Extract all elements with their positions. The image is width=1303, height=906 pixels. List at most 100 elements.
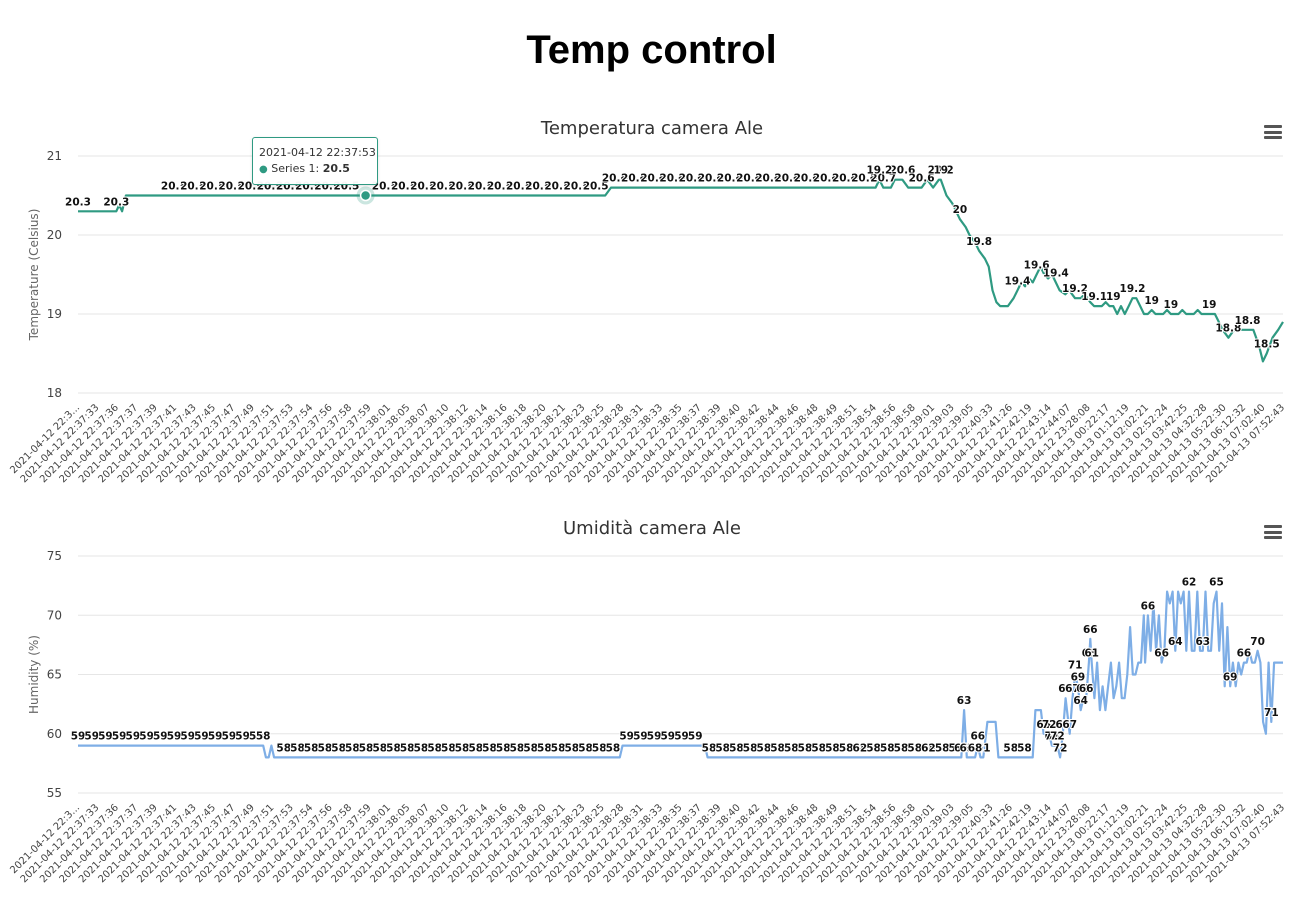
temperature-data-label: 19.8 xyxy=(966,236,992,248)
humidity-data-label: 58 xyxy=(798,742,813,754)
humidity-data-label: 59 xyxy=(222,731,237,743)
temperature-data-label: 19 xyxy=(1164,299,1179,311)
humidity-data-label: 72 xyxy=(1053,742,1068,754)
humidity-data-label: 59 xyxy=(180,731,195,743)
chart-tooltip: 2021-04-12 22:37:53 ● Series 1: 20.5 xyxy=(252,137,378,185)
temperature-data-label: 20.6 xyxy=(640,173,666,185)
humidity-data-label: 58 xyxy=(427,742,442,754)
humidity-data-label: 58 xyxy=(853,742,868,754)
humidity-data-label: 58 xyxy=(811,742,826,754)
humidity-data-label: 58 xyxy=(1017,742,1032,754)
humidity-data-label: 59 xyxy=(139,731,154,743)
humidity-data-label: 58 xyxy=(496,742,511,754)
humidity-data-label: 58 xyxy=(935,742,950,754)
temperature-data-label: 20.6 xyxy=(717,173,743,185)
temperature-data-label: 19 xyxy=(1144,295,1159,307)
humidity-data-label: 59 xyxy=(194,731,209,743)
temperature-data-label: 20.6 xyxy=(774,173,800,185)
humidity-data-label: 58 xyxy=(359,742,374,754)
temperature-data-label: 20.5 xyxy=(544,181,570,193)
humidity-data-label: 58 xyxy=(276,742,291,754)
humidity-series-line xyxy=(78,590,1283,759)
humidity-data-label: 58 xyxy=(523,742,538,754)
humidity-data-label: 58 xyxy=(880,742,895,754)
humidity-data-label: 58 xyxy=(743,742,758,754)
humidity-data-label: 65 xyxy=(954,742,969,754)
humidity-data-label: 66 xyxy=(1141,600,1156,612)
humidity-y-tick-label: 60 xyxy=(47,727,62,741)
temperature-data-label: 20.5 xyxy=(391,181,417,193)
temperature-data-label: 20.6 xyxy=(621,173,647,185)
temperature-y-tick-label: 20 xyxy=(47,228,62,242)
humidity-data-label: 59 xyxy=(235,731,250,743)
humidity-data-label: 67 xyxy=(1058,683,1073,695)
humidity-title: Umidità camera Ale xyxy=(563,518,741,539)
humidity-data-label: 59 xyxy=(633,731,648,743)
humidity-data-label: 63 xyxy=(957,695,972,707)
humidity-data-label: 66 xyxy=(1082,648,1097,660)
humidity-data-label: 59 xyxy=(674,731,689,743)
humidity-data-label: 58 xyxy=(1003,742,1018,754)
humidity-data-label: 58 xyxy=(866,742,881,754)
temperature-chart-svg: Temperatura camera Ale 18 19 20 21 Temperatur… xyxy=(8,118,1287,485)
temperature-data-label: 19.6 xyxy=(1024,260,1050,272)
temperature-data-label: 20.6 xyxy=(794,173,820,185)
temperature-data-label: 20.3 xyxy=(65,196,91,208)
humidity-data-label: 66 xyxy=(1076,683,1091,695)
temperature-y-tick-label: 18 xyxy=(47,386,62,400)
tooltip-header: 2021-04-12 22:37:53 xyxy=(259,146,376,159)
humidity-y-tick-label: 65 xyxy=(47,668,62,682)
humidity-data-label: 58 xyxy=(331,742,346,754)
temperature-data-label: 20.6 xyxy=(698,173,724,185)
humidity-data-label: 66 xyxy=(1154,648,1169,660)
humidity-data-label: 58 xyxy=(880,742,895,754)
temperature-data-label: 20.5 xyxy=(564,181,590,193)
humidity-data-label: 59 xyxy=(1058,683,1073,695)
humidity-data-label: 58 xyxy=(510,742,525,754)
temperature-data-label: 20.5 xyxy=(410,181,436,193)
humidity-data-label: 59 xyxy=(98,731,113,743)
temperature-data-label: 20.2 xyxy=(928,165,954,177)
temperature-data-label: 20.6 xyxy=(813,173,839,185)
temperature-data-label: 20.5 xyxy=(161,181,187,193)
humidity-data-label: 62 xyxy=(853,742,868,754)
humidity-data-label: 58 xyxy=(564,742,579,754)
temperature-data-label: 20.5 xyxy=(468,181,494,193)
humidity-data-label: 58 xyxy=(839,742,854,754)
temperature-data-label: 19 xyxy=(1202,299,1217,311)
temperature-data-label: 20.5 xyxy=(583,181,609,193)
humidity-data-label: 66 xyxy=(1036,719,1051,731)
humidity-data-label: 58 xyxy=(414,742,429,754)
temperature-data-label: 20.5 xyxy=(448,181,474,193)
temperature-data-label: 20.6 xyxy=(832,173,858,185)
temperature-data-label: 20.6 xyxy=(659,173,685,185)
humidity-data-label: 59 xyxy=(126,731,141,743)
humidity-data-label: 72 xyxy=(1045,731,1060,743)
humidity-data-label: 58 xyxy=(907,742,922,754)
tooltip-series-dot-icon: ● xyxy=(259,164,268,175)
humidity-data-label: 66 xyxy=(1079,683,1094,695)
humidity-y-tick-label: 75 xyxy=(47,549,62,563)
humidity-data-label: 58 xyxy=(578,742,593,754)
humidity-data-label: 60 xyxy=(1045,731,1060,743)
temperature-data-label: 20.5 xyxy=(506,181,532,193)
humidity-data-label: 58 xyxy=(757,742,772,754)
temperature-data-label: 20.6 xyxy=(909,173,935,185)
humidity-data-label: 63 xyxy=(1195,636,1210,648)
humidity-chart-menu-icon[interactable] xyxy=(1264,525,1282,539)
humidity-chart-svg: Umidità camera Ale 55 60 65 70 75 Humidity (%)… xyxy=(8,518,1287,885)
humidity-chart: Umidità camera Ale 55 60 65 70 75 Humidity (%)… xyxy=(0,508,1303,903)
temperature-data-label: 20.5 xyxy=(199,181,225,193)
humidity-data-label: 71 xyxy=(1264,707,1279,719)
humidity-data-label: 58 xyxy=(702,742,717,754)
temperature-chart-menu-icon[interactable] xyxy=(1264,125,1282,139)
temperature-data-label: 20.3 xyxy=(103,196,129,208)
humidity-data-label: 67 xyxy=(1065,683,1080,695)
humidity-data-label: 59 xyxy=(660,731,675,743)
humidity-data-label: 59 xyxy=(71,731,86,743)
humidity-data-label: 58 xyxy=(949,742,964,754)
temperature-data-label: 20.6 xyxy=(889,165,915,177)
humidity-data-label: 62 xyxy=(921,742,936,754)
temperature-data-label: 20.5 xyxy=(218,181,244,193)
temperature-chart: Temperatura camera Ale 18 19 20 21 Temperatur… xyxy=(0,108,1303,503)
